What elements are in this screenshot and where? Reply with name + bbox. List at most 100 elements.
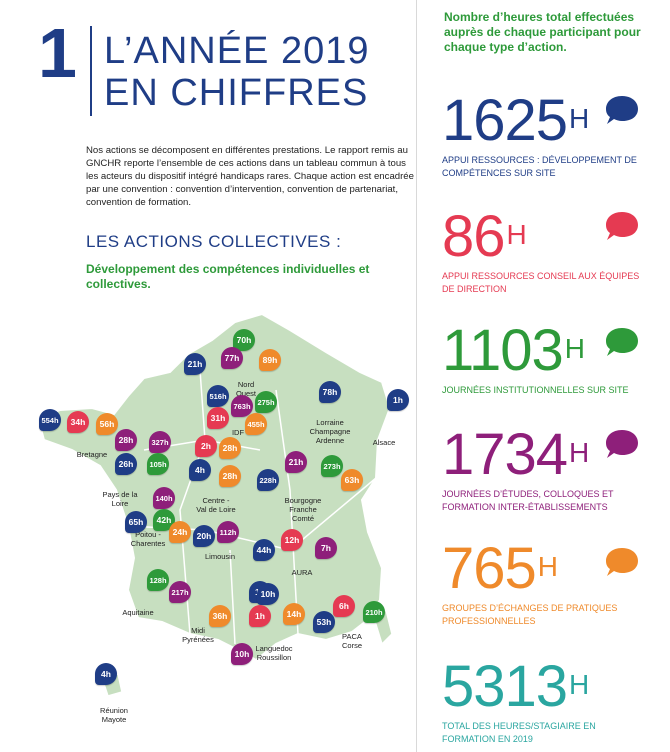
stat-1103: 1103H JOURNÉES INSTITUTIONNELLES SUR SIT… (442, 322, 662, 397)
speech-bubble-icon (606, 430, 638, 458)
region-label: Alsace (372, 438, 396, 447)
map-pin: 65h (125, 511, 147, 533)
stat-5313: 5313H TOTAL DES HEURES/STAGIAIRE EN FORM… (442, 658, 662, 746)
stat-unit: H (569, 437, 589, 468)
stats-heading: Nombre d’heures total effectuées auprès … (444, 10, 641, 54)
map-pin: 63h (341, 469, 363, 491)
speech-bubble-icon (606, 96, 638, 124)
stat-number: 765 (442, 536, 537, 601)
map-pin: 1h (387, 389, 409, 411)
map-pin: 112h (217, 521, 239, 543)
stat-value: 1625H (442, 92, 662, 150)
map-pin: 327h (149, 431, 171, 453)
stat-label: JOURNÉES D’ÉTUDES, COLLOQUES ET FORMATIO… (442, 489, 614, 512)
stat-unit: H (569, 103, 589, 134)
map-pin: 763h (231, 395, 253, 417)
map-pin: 34h (67, 411, 89, 433)
map-pin: 78h (319, 381, 341, 403)
stat-1734: 1734H JOURNÉES D’ÉTUDES, COLLOQUES ET FO… (442, 426, 662, 514)
page-title: L’ANNÉE 2019 EN CHIFFRES (104, 30, 370, 114)
section-subtitle: Développement des compétences individuel… (86, 262, 370, 291)
map-pin: 6h (333, 595, 355, 617)
map-pin: 1h (249, 605, 271, 627)
map-pin: 56h (96, 413, 118, 435)
france-map: Nord Ouest Lorraine Champagne Ardenne Alsace I… (30, 300, 425, 752)
region-label: Languedoc Roussillon (255, 644, 293, 662)
map-pin: 210h (363, 601, 385, 623)
map-pin: 128h (147, 569, 169, 591)
region-label: Bretagne (76, 450, 108, 459)
region-label: Nord Ouest (235, 380, 257, 398)
map-pin: 7h (315, 537, 337, 559)
stat-label: APPUI RESSOURCES : DÉVELOPPEMENT DE COMP… (442, 155, 637, 178)
map-pin: 21h (285, 451, 307, 473)
map-pin: 228h (257, 469, 279, 491)
stat-label: APPUI RESSOURCES CONSEIL AUX ÉQUIPES DE … (442, 271, 640, 294)
map-pin: 36h (209, 605, 231, 627)
map-pin: 31h (207, 407, 229, 429)
map-pin: 554h (39, 409, 61, 431)
map-pin: 10h (231, 643, 253, 665)
stat-number: 1625 (442, 88, 568, 153)
map-pin: 14h (283, 603, 305, 625)
map-pin: 4h (189, 459, 211, 481)
chapter-divider (90, 26, 92, 116)
region-label: AURA (291, 568, 313, 577)
region-label: Aquitaine (122, 608, 154, 617)
title-line-1: L’ANNÉE 2019 (104, 30, 370, 72)
region-label: Lorraine Champagne Ardenne (309, 418, 351, 445)
stat-unit: H (569, 669, 589, 700)
chapter-number: 1 (38, 14, 77, 92)
map-pin: 20h (193, 525, 215, 547)
speech-bubble-icon (606, 548, 638, 576)
stat-label: TOTAL DES HEURES/STAGIAIRE EN FORMATION … (442, 721, 596, 744)
section-title: LES ACTIONS COLLECTIVES : (86, 232, 342, 251)
stat-value: 765H (442, 540, 662, 598)
column-divider (416, 0, 417, 752)
stat-value: 1734H (442, 426, 662, 484)
map-pin: 516h (207, 385, 229, 407)
stat-label: GROUPES D’ÉCHANGES DE PRATIQUES PROFESSI… (442, 603, 618, 626)
map-pin: 28h (219, 465, 241, 487)
stat-unit: H (537, 551, 558, 582)
region-label: Midi Pyrénées (182, 626, 214, 644)
map-pin: 10h (257, 583, 279, 605)
stat-label: JOURNÉES INSTITUTIONNELLES SUR SITE (442, 385, 629, 395)
map-pin: 28h (115, 429, 137, 451)
stat-unit: H (506, 219, 527, 250)
stat-number: 1734 (442, 422, 568, 487)
map-pin: 44h (253, 539, 275, 561)
map-pin: 2h (195, 435, 217, 457)
stat-value: 5313H (442, 658, 662, 716)
stat-number: 5313 (442, 654, 568, 719)
region-label: IDF (231, 428, 245, 437)
stat-number: 1103 (442, 318, 564, 383)
stat-unit: H (564, 333, 585, 364)
map-pin: 53h (313, 611, 335, 633)
map-pin: 77h (221, 347, 243, 369)
speech-bubble-icon (606, 212, 638, 240)
map-pin: 70h (233, 329, 255, 351)
stat-1625: 1625H APPUI RESSOURCES : DÉVELOPPEMENT D… (442, 92, 662, 180)
map-pin: 12h (281, 529, 303, 551)
map-pin: 273h (321, 455, 343, 477)
map-pin: 4h (95, 663, 117, 685)
region-label: Réunion Mayote (100, 706, 128, 724)
region-label: PACA Corse (341, 632, 363, 650)
stat-value: 86H (442, 208, 662, 266)
stat-value: 1103H (442, 322, 662, 380)
region-label: Bourgogne Franche Comté (284, 496, 322, 523)
map-pin: 105h (147, 453, 169, 475)
region-label: Limousin (204, 552, 236, 561)
map-pin: 455h (245, 413, 267, 435)
region-label: Pays de la Loire (102, 490, 138, 508)
map-pin: 26h (115, 453, 137, 475)
map-pin: 24h (169, 521, 191, 543)
intro-paragraph: Nos actions se décomposent en différente… (86, 145, 414, 208)
stat-number: 86 (442, 204, 506, 269)
region-label: Centre - Val de Loire (196, 496, 236, 514)
stat-86: 86H APPUI RESSOURCES CONSEIL AUX ÉQUIPES… (442, 208, 662, 296)
map-pin: 89h (259, 349, 281, 371)
map-pin: 275h (255, 391, 277, 413)
map-pin: 140h (153, 487, 175, 509)
